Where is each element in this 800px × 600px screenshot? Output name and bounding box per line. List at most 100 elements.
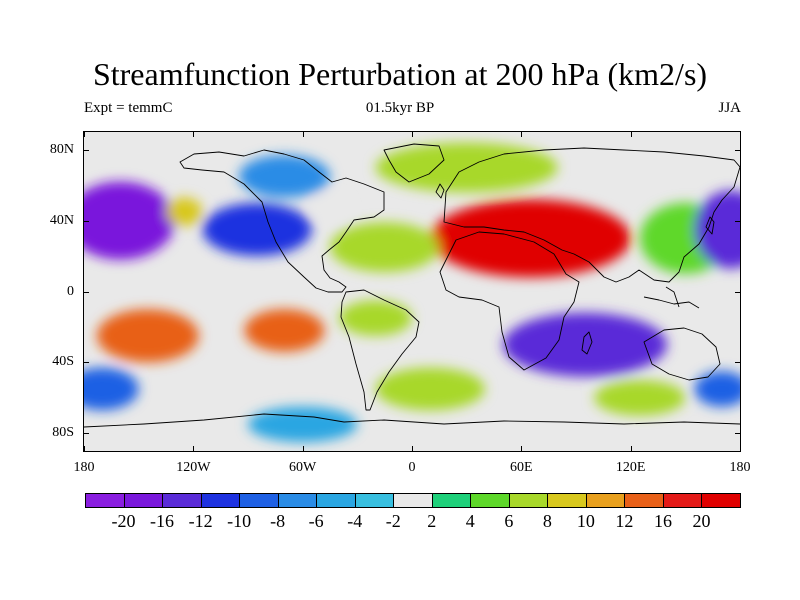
north-america-coastline — [179, 149, 385, 293]
colorbar-label: 12 — [615, 511, 634, 531]
colorbar-label: -20 — [111, 511, 136, 531]
lon-tick-label: 120W — [176, 460, 211, 475]
lon-tick-mark — [740, 446, 741, 452]
colorbar-swatch — [662, 493, 703, 508]
greenland-coastline — [383, 143, 445, 183]
madagascar-coastline — [581, 331, 593, 355]
map-panel — [83, 131, 741, 452]
lon-tick-mark — [740, 131, 741, 137]
colorbar-label: -6 — [308, 511, 324, 531]
map-title: Streamfunction Perturbation at 200 hPa (… — [92, 56, 708, 92]
lon-tick-mark — [630, 131, 632, 137]
lat-tick-mark — [735, 220, 741, 222]
lon-tick-mark — [193, 131, 195, 137]
colorbar-label: -16 — [150, 511, 175, 531]
lon-tick-mark — [412, 131, 413, 137]
colorbar-label: 16 — [653, 511, 672, 531]
colorbar-label: 10 — [576, 511, 595, 531]
lon-tick-mark — [302, 446, 304, 452]
lon-tick-label: 60W — [289, 460, 317, 475]
colorbar-label: -10 — [227, 511, 252, 531]
contour-field — [84, 142, 740, 443]
colorbar-swatch — [277, 493, 318, 508]
lon-tick-mark — [521, 131, 523, 137]
lon-tick-label: 180 — [73, 460, 95, 475]
contour-north-pacific-low-east — [84, 181, 176, 260]
lon-tick-mark — [412, 446, 413, 452]
lat-tick-label: 40S — [52, 354, 74, 370]
lat-tick-mark — [83, 149, 89, 151]
colorbar-label: -8 — [270, 511, 286, 531]
lon-tick-mark — [84, 131, 85, 137]
contour-south-pacific-low — [84, 367, 139, 411]
colorbar-swatch — [239, 493, 279, 508]
contour-southern-ocean-ridge-east — [594, 380, 686, 416]
colorbar-swatch — [585, 493, 626, 508]
contour-eurasian-high-core — [466, 213, 595, 264]
contour-south-atlantic-wave — [339, 300, 412, 336]
australia-coastline — [643, 327, 721, 381]
colorbar-swatch — [470, 493, 510, 508]
contour-north-atlantic-white-cell — [311, 195, 349, 218]
colorbar-label: 2 — [427, 511, 437, 531]
colorbar-label: 8 — [542, 511, 552, 531]
lat-tick-mark — [735, 433, 741, 435]
experiment-label: Expt = temmC — [84, 100, 173, 116]
period-label: 01.5kyr BP — [365, 100, 435, 116]
contour-canada-low — [238, 155, 330, 198]
colorbar-swatch — [85, 493, 125, 508]
lat-tick-label: 40N — [49, 212, 74, 228]
lat-tick-mark — [83, 433, 89, 435]
colorbar-swatch — [316, 493, 356, 508]
contour-southern-ocean-ridge — [375, 367, 485, 411]
lat-tick-mark — [735, 149, 741, 151]
lat-tick-label: 80S — [52, 425, 74, 441]
south-america-coastline — [340, 289, 420, 411]
colorbar-label: 4 — [465, 511, 475, 531]
colorbar-swatch — [393, 493, 433, 508]
contour-arctic-ridge — [375, 142, 558, 193]
lat-tick-label: 80N — [49, 141, 74, 157]
colorbar-swatch — [547, 493, 587, 508]
colorbar-label: -2 — [385, 511, 401, 531]
colorbar-label: 6 — [504, 511, 514, 531]
lat-tick-mark — [83, 362, 89, 364]
lat-tick-mark — [735, 362, 741, 364]
colorbar — [85, 493, 741, 508]
lat-tick-mark — [83, 291, 89, 293]
lon-tick-mark — [193, 446, 195, 452]
season-label: JJA — [718, 100, 741, 116]
colorbar-swatch — [200, 493, 241, 508]
africa-coastline — [439, 231, 580, 371]
colorbar-swatch — [508, 493, 549, 508]
lon-tick-mark — [521, 446, 523, 452]
lat-tick-label: 0 — [67, 283, 74, 299]
indonesia-coastline — [643, 286, 700, 309]
lon-tick-mark — [302, 131, 304, 137]
contour-far-east-low — [694, 371, 740, 407]
lon-tick-label: 180 — [729, 460, 751, 475]
japan-coastline — [705, 216, 715, 235]
antarctica-coastline — [84, 413, 740, 428]
contour-south-america-high — [244, 309, 325, 352]
lat-tick-mark — [83, 220, 89, 222]
colorbar-swatch — [123, 493, 164, 508]
contour-north-pacific-low-west — [694, 190, 740, 269]
contour-gulf-of-alaska-ridge — [166, 197, 203, 226]
colorbar-swatch — [624, 493, 664, 508]
colorbar-swatch — [354, 493, 395, 508]
colorbar-label: 20 — [692, 511, 711, 531]
contour-south-pacific-high — [96, 309, 199, 363]
lon-tick-mark — [84, 446, 85, 452]
eurasia-coastline — [443, 147, 740, 283]
colorbar-swatch — [701, 493, 741, 508]
contour-atlantic-ridge — [330, 222, 440, 273]
lon-tick-label: 0 — [408, 460, 416, 475]
lat-tick-mark — [735, 291, 741, 293]
uk-coastline — [435, 183, 445, 199]
colorbar-label: -12 — [188, 511, 213, 531]
contour-north-america-low — [202, 202, 312, 257]
lon-tick-label: 120E — [615, 460, 646, 475]
colorbar-swatch — [162, 493, 202, 508]
lon-tick-mark — [630, 446, 632, 452]
